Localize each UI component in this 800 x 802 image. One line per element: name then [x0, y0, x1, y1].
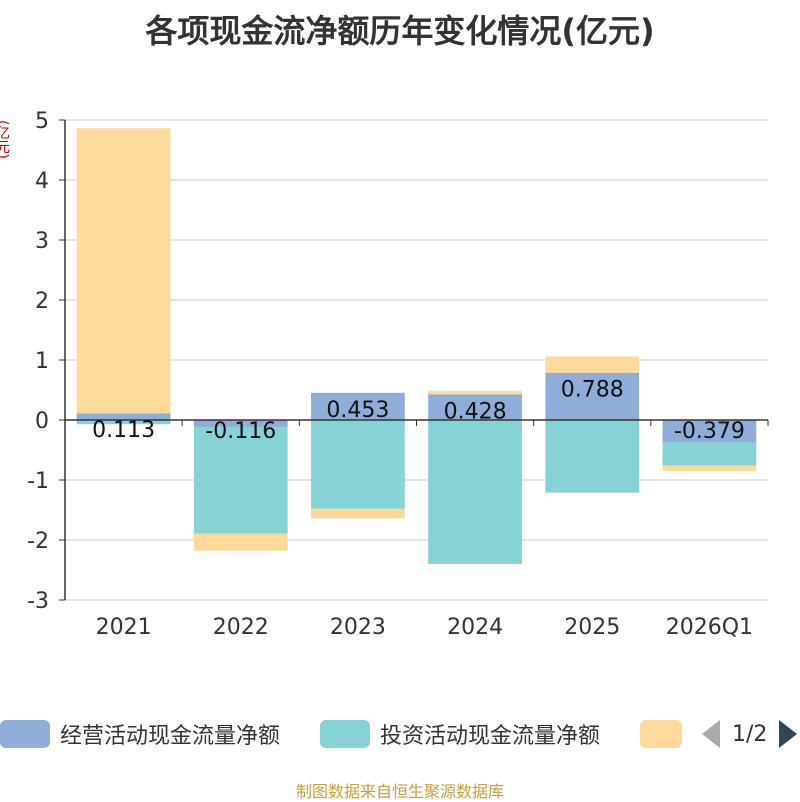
legend-prev-page-icon[interactable]: [702, 720, 720, 748]
y-tick-label: 0: [35, 409, 49, 434]
data-label: -0.116: [205, 419, 276, 444]
data-label: -0.379: [674, 419, 745, 444]
bar: [428, 394, 522, 420]
legend: 经营活动现金流量净额 投资活动现金流量净额 1/2: [0, 716, 800, 752]
chart-title: 各项现金流净额历年变化情况(亿元): [145, 12, 655, 50]
data-labels: 0.113 -0.116 0.453 0.428 0.788 -0.379: [92, 378, 745, 444]
bar: [193, 420, 288, 427]
legend-item-financing[interactable]: [640, 716, 682, 752]
legend-next-page-icon[interactable]: [779, 720, 798, 748]
legend-label-investing: 投资活动现金流量净额: [380, 724, 601, 749]
legend-label-operating: 经营活动现金流量净额: [60, 724, 281, 749]
y-tick-label: 1: [35, 349, 49, 374]
y-tick-label: 5: [35, 109, 49, 134]
y-tick-label: -1: [27, 469, 49, 494]
legend-page-indicator: 1/2: [732, 721, 768, 747]
data-label: 0.788: [561, 378, 624, 403]
data-label: 0.453: [326, 398, 389, 423]
x-tick-label: 2026Q1: [666, 615, 753, 640]
bar: [545, 420, 640, 493]
legend-pager: 1/2: [702, 716, 798, 752]
bar: [76, 420, 171, 425]
x-tick-label: 2025: [564, 615, 620, 640]
bar: [428, 390, 522, 395]
bar: [311, 508, 405, 519]
grid-lines: [65, 119, 768, 601]
bar: [662, 465, 757, 471]
bar: [76, 128, 171, 414]
bar-chart: 5 4 3 2 1 0 -1 -2 -3 2021 2022 2023 2024 2025 2026Q1 0…: [27, 109, 769, 640]
legend-item-operating[interactable]: 经营活动现金流量净额: [0, 716, 280, 752]
data-source-note: 制图数据来自恒生聚源数据库: [295, 782, 504, 801]
y-tick-label: 4: [35, 169, 49, 194]
y-tick-label: -3: [27, 589, 49, 614]
bar: [311, 392, 405, 420]
bar: [311, 420, 405, 509]
legend-swatch-financing: [640, 720, 682, 748]
y-tick-label: 2: [35, 289, 49, 314]
bar: [545, 372, 640, 420]
bar: [545, 356, 640, 373]
y-tick-label: 3: [35, 229, 49, 254]
y-axis-unit: (亿元): [0, 120, 10, 159]
bar: [428, 420, 522, 564]
data-label: 0.113: [92, 418, 155, 443]
y-tick-label: -2: [27, 529, 49, 554]
axes: 5 4 3 2 1 0 -1 -2 -3 2021 2022 2023 2024 2025 2026Q1: [27, 109, 769, 640]
x-tick-label: 2024: [447, 615, 503, 640]
data-label: 0.428: [444, 399, 507, 424]
legend-item-investing[interactable]: 投资活动现金流量净额: [320, 716, 600, 752]
bar: [193, 533, 288, 551]
x-tick-label: 2021: [96, 615, 152, 640]
x-tick-label: 2022: [213, 615, 269, 640]
x-tick-label: 2023: [330, 615, 386, 640]
legend-swatch-operating: [0, 720, 50, 748]
bar: [193, 426, 288, 534]
bar: [662, 442, 757, 466]
legend-swatch-investing: [320, 720, 370, 748]
bar: [662, 420, 757, 443]
bars: [76, 128, 757, 564]
bar: [76, 413, 171, 420]
